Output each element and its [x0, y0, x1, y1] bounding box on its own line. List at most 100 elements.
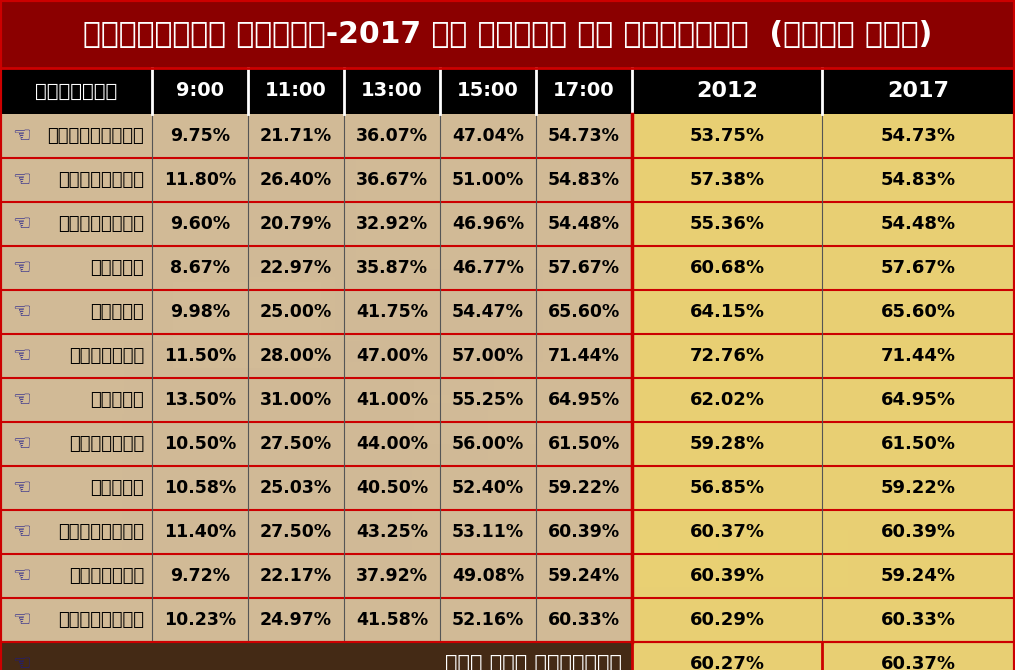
Text: 53.75%: 53.75%: [689, 127, 764, 145]
Text: 61.50%: 61.50%: [881, 435, 956, 453]
Text: 59.24%: 59.24%: [548, 567, 620, 585]
Text: 27.50%: 27.50%: [260, 523, 332, 541]
Text: 60.33%: 60.33%: [548, 611, 620, 629]
Text: ☜: ☜: [12, 566, 31, 586]
Text: 72.76%: 72.76%: [689, 347, 764, 365]
Text: 65.60%: 65.60%: [548, 303, 620, 321]
Text: 53.11%: 53.11%: [452, 523, 524, 541]
Text: 9.60%: 9.60%: [170, 215, 230, 233]
Text: 60.39%: 60.39%: [689, 567, 764, 585]
Text: ☜: ☜: [12, 258, 31, 278]
Text: 40.50%: 40.50%: [356, 479, 428, 497]
Text: 9.98%: 9.98%: [170, 303, 230, 321]
Text: 36.07%: 36.07%: [356, 127, 428, 145]
Text: ☜: ☜: [12, 390, 31, 410]
Text: 55.25%: 55.25%: [452, 391, 524, 409]
Text: 52.16%: 52.16%: [452, 611, 524, 629]
Bar: [0, 598, 632, 642]
Text: 13.50%: 13.50%: [164, 391, 236, 409]
Text: 52.40%: 52.40%: [452, 479, 524, 497]
Bar: [122, 480, 319, 588]
Bar: [110, 0, 239, 121]
Bar: [0, 642, 632, 670]
Text: झाँसी: झाँसी: [90, 303, 144, 321]
Bar: [632, 642, 1015, 670]
Text: चित्रकूट: चित्रकूट: [58, 523, 144, 541]
Text: 25.00%: 25.00%: [260, 303, 332, 321]
Text: 54.48%: 54.48%: [548, 215, 620, 233]
Text: 10.23%: 10.23%: [164, 611, 236, 629]
Bar: [632, 598, 1015, 642]
Text: 25.03%: 25.03%: [260, 479, 332, 497]
Text: 22.97%: 22.97%: [260, 259, 332, 277]
Bar: [934, 241, 1015, 380]
Text: ☜: ☜: [12, 434, 31, 454]
Text: जालौन: जालौन: [90, 259, 144, 277]
Text: 32.92%: 32.92%: [356, 215, 428, 233]
Text: ☜: ☜: [12, 654, 31, 670]
Bar: [998, 214, 1015, 379]
Text: 57.00%: 57.00%: [452, 347, 524, 365]
Text: हमीरपुर: हमीरपुर: [69, 435, 144, 453]
Text: 54.47%: 54.47%: [452, 303, 524, 321]
Text: 27.50%: 27.50%: [260, 435, 332, 453]
Text: 22.17%: 22.17%: [260, 567, 332, 585]
Text: 60.37%: 60.37%: [881, 655, 956, 670]
Text: 47.04%: 47.04%: [452, 127, 524, 145]
Text: 57.38%: 57.38%: [689, 171, 764, 189]
Bar: [187, 168, 411, 335]
Text: 54.83%: 54.83%: [548, 171, 620, 189]
Bar: [0, 378, 632, 422]
Bar: [948, 91, 1015, 279]
Text: 11.40%: 11.40%: [164, 523, 236, 541]
Text: 60.29%: 60.29%: [689, 611, 764, 629]
Text: 28.00%: 28.00%: [260, 347, 332, 365]
Text: 2012: 2012: [696, 81, 758, 101]
Text: 41.58%: 41.58%: [356, 611, 428, 629]
Bar: [632, 554, 1015, 598]
Text: 37.92%: 37.92%: [356, 567, 428, 585]
Text: 8.67%: 8.67%: [170, 259, 230, 277]
Bar: [752, 162, 873, 327]
Bar: [0, 554, 632, 598]
Bar: [632, 158, 1015, 202]
Bar: [632, 246, 1015, 290]
Bar: [0, 422, 632, 466]
Text: ☜: ☜: [12, 346, 31, 366]
Bar: [632, 202, 1015, 246]
Text: 56.00%: 56.00%: [452, 435, 524, 453]
Text: कौशाम्बी: कौशाम्बी: [58, 171, 144, 189]
Text: 62.02%: 62.02%: [689, 391, 764, 409]
Text: 10.58%: 10.58%: [163, 479, 236, 497]
Bar: [461, 501, 665, 624]
Text: ☜: ☜: [12, 478, 31, 498]
Text: 24.97%: 24.97%: [260, 611, 332, 629]
Text: 57.67%: 57.67%: [548, 259, 620, 277]
Text: 65.60%: 65.60%: [881, 303, 956, 321]
Bar: [0, 466, 632, 510]
Text: बांदा: बांदा: [90, 479, 144, 497]
Text: 46.77%: 46.77%: [452, 259, 524, 277]
Text: 61.50%: 61.50%: [548, 435, 620, 453]
Text: प्रतापगढ़: प्रतापगढ़: [48, 127, 144, 145]
Text: फतेहपुर: फतेहपुर: [69, 567, 144, 585]
Text: रायबरेली: रायबरेली: [58, 611, 144, 629]
Text: 41.00%: 41.00%: [356, 391, 428, 409]
Text: 10.50%: 10.50%: [163, 435, 236, 453]
Text: 51.00%: 51.00%: [452, 171, 524, 189]
Bar: [0, 158, 632, 202]
Text: 21.71%: 21.71%: [260, 127, 332, 145]
Text: 26.40%: 26.40%: [260, 171, 332, 189]
Text: 71.44%: 71.44%: [548, 347, 620, 365]
Text: कुल वोट प्रतिशत: कुल वोट प्रतिशत: [445, 654, 622, 670]
Text: 11:00: 11:00: [265, 82, 327, 100]
Text: 43.25%: 43.25%: [356, 523, 428, 541]
Bar: [629, 336, 882, 408]
Text: महोबा: महोबा: [90, 391, 144, 409]
Bar: [0, 114, 632, 158]
Bar: [632, 334, 1015, 378]
Bar: [0, 510, 632, 554]
Text: 54.73%: 54.73%: [881, 127, 956, 145]
Bar: [632, 290, 1015, 334]
Text: 55.36%: 55.36%: [689, 215, 764, 233]
